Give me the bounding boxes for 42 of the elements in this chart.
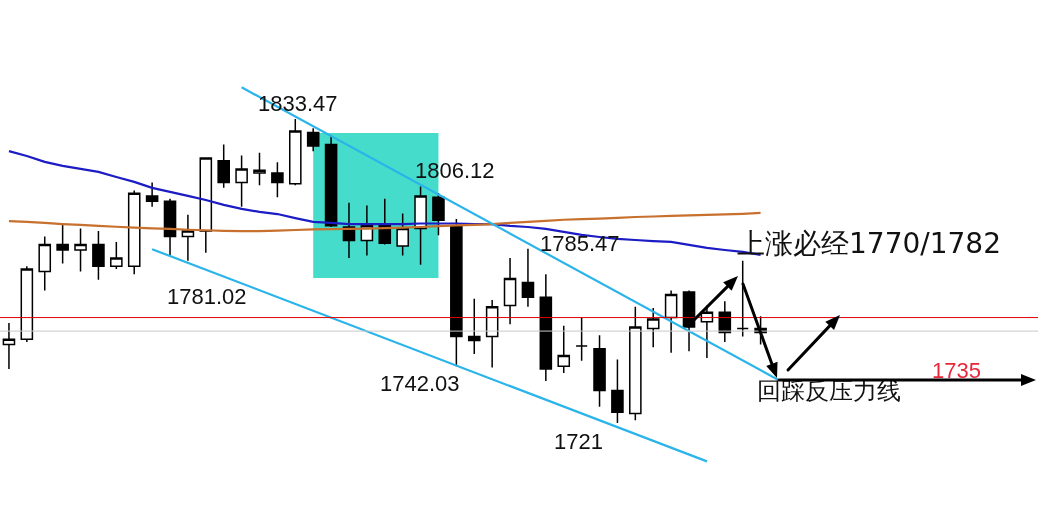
annotation: 1742.03 (380, 371, 460, 396)
candlestick (20, 265, 34, 343)
candlestick (271, 161, 284, 199)
candlestick (110, 241, 123, 270)
candlestick (378, 197, 392, 246)
candlestick (539, 273, 553, 382)
candlestick (56, 222, 69, 265)
annotation: 1785.47 (540, 231, 620, 256)
candlestick (611, 358, 624, 424)
candlestick (450, 218, 463, 367)
candlestick (289, 118, 302, 186)
candlestick (521, 247, 535, 308)
candlestick (646, 307, 660, 349)
candlestick (253, 151, 266, 186)
candlestick (736, 260, 749, 338)
candlestick (127, 189, 141, 276)
annotation: 1735 (932, 358, 981, 383)
candlestick (217, 143, 230, 189)
text: 1721 (554, 429, 603, 454)
candlestick (664, 289, 678, 354)
candlestick (163, 197, 177, 257)
candlestick (92, 230, 105, 281)
candlestick (485, 299, 499, 369)
candlestick (199, 157, 213, 254)
candlestick (467, 297, 481, 355)
candlestick (181, 214, 195, 262)
candlestick (503, 257, 517, 326)
candlestick (593, 334, 606, 408)
candlestick (235, 154, 248, 208)
candlestick (306, 127, 320, 153)
candlestick (342, 201, 356, 259)
candlestick (629, 306, 642, 422)
candlestick (74, 227, 87, 273)
annotation: 上涨必经1770/1782 (737, 227, 1001, 260)
candlestick (682, 289, 696, 353)
candlestick (557, 324, 571, 374)
candlestick (396, 212, 409, 257)
candlestick (145, 181, 159, 208)
annotation: 回踩反压力线 (757, 377, 901, 405)
candlestick (38, 235, 52, 292)
annotation: 1781.02 (167, 284, 247, 309)
candlestick (324, 134, 338, 228)
